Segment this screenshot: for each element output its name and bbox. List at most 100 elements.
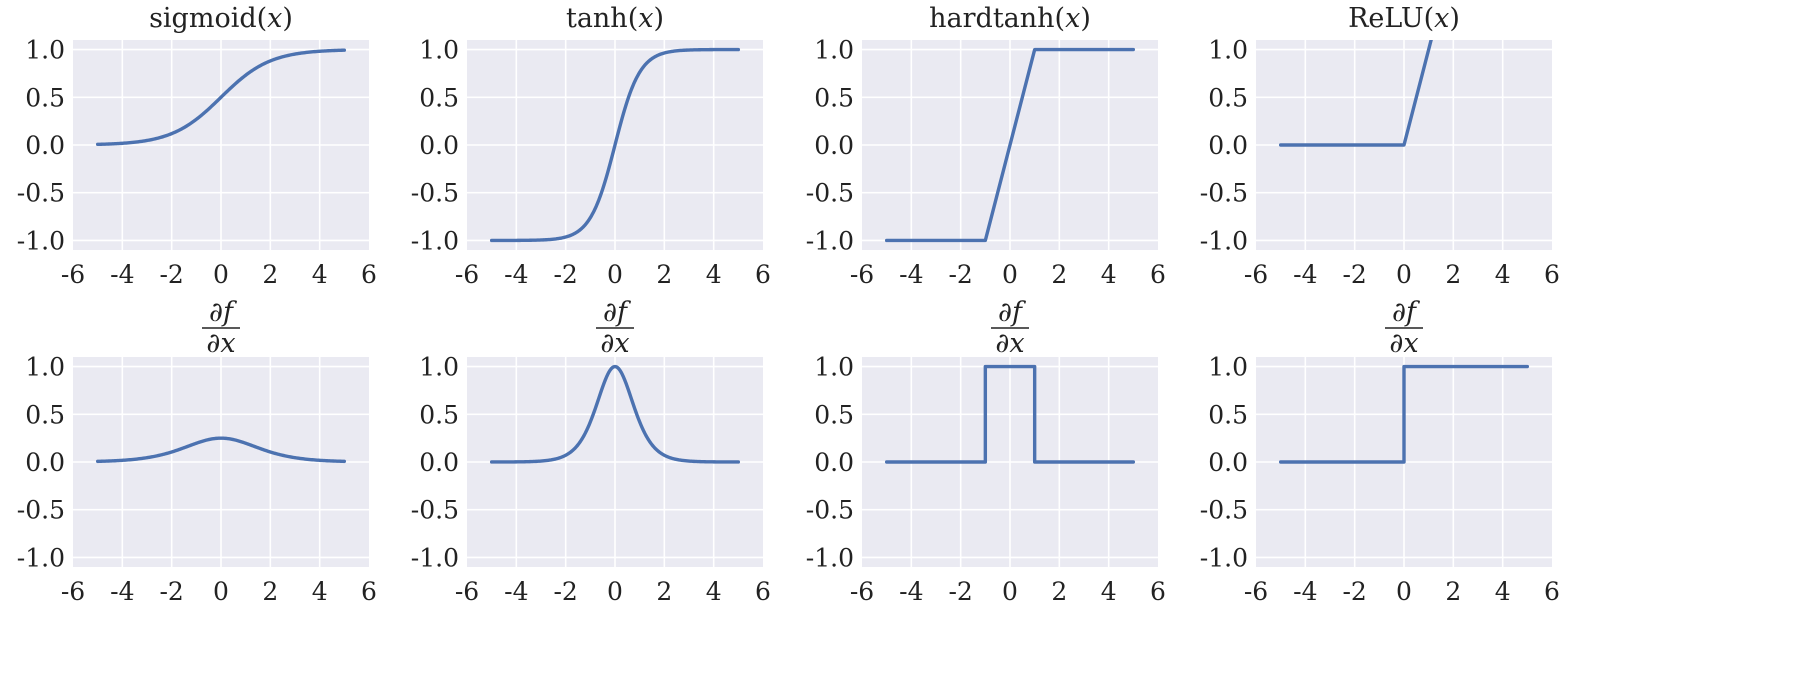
x-tick-label: -4 [110,260,134,289]
derivative-numerator: ∂f [209,297,237,328]
y-tick-label: -1.0 [411,543,459,572]
chart-panel-relu-derivative: -1.0 -0.5 0.0 0.5 1.0 -6 -4 -2 0 2 4 6 ∂f∂x [1200,297,1560,606]
y-tick-label: -1.0 [1200,226,1248,255]
series-line [95,436,347,464]
derivative-numerator: ∂f [603,297,631,328]
x-tick-label: -6 [1244,260,1268,289]
x-tick-label: 4 [706,260,722,289]
y-tick-label: -1.0 [806,226,854,255]
x-tick-label: 0 [607,577,623,606]
x-tick-label: -4 [110,577,134,606]
x-tick-label: 2 [1051,577,1067,606]
panel-title: hardtanh(x) [929,3,1091,34]
y-tick-label: 1.0 [1208,353,1248,382]
x-tick-label: 6 [1544,577,1560,606]
x-tick-label: 4 [1101,260,1117,289]
derivative-denominator: ∂x [1389,328,1418,359]
derivative-title: ∂f∂x [991,297,1029,359]
y-tick-label: -0.5 [411,496,459,525]
x-tick-label: 0 [1396,577,1412,606]
chart-panel-sigmoid-derivative: -1.0 -0.5 0.0 0.5 1.0 -6 -4 -2 0 2 4 6 ∂f∂x [17,297,377,606]
x-tick-label: -2 [159,577,183,606]
x-tick-label: -2 [948,577,972,606]
chart-panel-relu: -1.0 -0.5 0.0 0.5 1.0 -6 -4 -2 0 2 4 6 ReLU(x) [1200,3,1560,289]
x-tick-label: 2 [1445,577,1461,606]
y-tick-label: -0.5 [1200,179,1248,208]
y-tick-label: 0.5 [1208,83,1248,112]
y-tick-label: -0.5 [17,179,65,208]
y-tick-label: 0.5 [814,400,854,429]
y-tick-label: 0.0 [814,131,854,160]
x-tick-label: 4 [312,260,328,289]
y-tick-label: 0.5 [25,83,65,112]
y-tick-label: 1.0 [1208,36,1248,65]
x-tick-label: -6 [455,577,479,606]
y-tick-label: -1.0 [806,543,854,572]
panel-title: tanh(x) [566,3,664,34]
x-tick-label: 6 [1150,577,1166,606]
x-tick-label: 2 [1051,260,1067,289]
y-tick-label: -0.5 [1200,496,1248,525]
y-tick-label: -1.0 [17,543,65,572]
x-tick-label: -4 [1293,577,1317,606]
derivative-title: ∂f∂x [1385,297,1423,359]
x-tick-label: 0 [213,577,229,606]
x-tick-label: -4 [899,577,923,606]
x-tick-label: -4 [504,577,528,606]
x-tick-label: 0 [607,260,623,289]
x-tick-label: -2 [1342,577,1366,606]
x-tick-label: 0 [1002,260,1018,289]
y-tick-label: 0.0 [25,131,65,160]
chart-panel-sigmoid: -1.0 -0.5 0.0 0.5 1.0 -6 -4 -2 0 2 4 6 sigmoid(x) [17,3,377,289]
x-tick-label: 4 [1495,260,1511,289]
y-tick-label: -0.5 [806,496,854,525]
series-line [489,364,741,464]
x-tick-label: -2 [553,260,577,289]
y-tick-label: 0.0 [814,448,854,477]
y-tick-label: 0.5 [419,83,459,112]
x-tick-label: 2 [262,260,278,289]
x-tick-label: -2 [948,260,972,289]
x-tick-label: 0 [1396,260,1412,289]
x-tick-label: -2 [159,260,183,289]
chart-panel-hardtanh-derivative: -1.0 -0.5 0.0 0.5 1.0 -6 -4 -2 0 2 4 6 ∂f∂x [806,297,1166,606]
y-tick-label: 0.0 [1208,448,1248,477]
derivative-title: ∂f∂x [202,297,240,359]
y-tick-label: 1.0 [814,353,854,382]
y-tick-label: 0.0 [419,131,459,160]
x-tick-label: 6 [1150,260,1166,289]
series-line [884,47,1136,243]
series-line [884,364,1136,464]
x-tick-label: 6 [1544,260,1560,289]
x-tick-label: 4 [706,577,722,606]
y-tick-label: 1.0 [419,36,459,65]
derivative-numerator: ∂f [1392,297,1420,328]
x-tick-label: -6 [1244,577,1268,606]
y-tick-label: 0.0 [419,448,459,477]
y-tick-label: -1.0 [411,226,459,255]
chart-panel-tanh-derivative: -1.0 -0.5 0.0 0.5 1.0 -6 -4 -2 0 2 4 6 ∂f∂x [411,297,771,606]
x-tick-label: 6 [361,577,377,606]
y-tick-label: 0.0 [25,448,65,477]
x-tick-label: 2 [656,260,672,289]
x-tick-label: 6 [755,577,771,606]
series-line [95,48,347,147]
chart-panel-tanh: -1.0 -0.5 0.0 0.5 1.0 -6 -4 -2 0 2 4 6 tanh(x) [411,3,771,289]
series-line [489,47,741,243]
y-tick-label: 0.5 [25,400,65,429]
y-tick-label: -1.0 [1200,543,1248,572]
panel-title: sigmoid(x) [149,3,293,34]
derivative-title: ∂f∂x [596,297,634,359]
x-tick-label: 4 [1495,577,1511,606]
y-tick-label: -0.5 [17,496,65,525]
derivative-numerator: ∂f [998,297,1026,328]
y-tick-label: 1.0 [25,353,65,382]
x-tick-label: 4 [312,577,328,606]
derivative-denominator: ∂x [206,328,235,359]
x-tick-label: -4 [1293,260,1317,289]
chart-panel-hardtanh: -1.0 -0.5 0.0 0.5 1.0 -6 -4 -2 0 2 4 6 hardtanh(x) [806,3,1166,289]
y-tick-label: 1.0 [814,36,854,65]
x-tick-label: 6 [755,260,771,289]
y-tick-label: -0.5 [411,179,459,208]
y-tick-label: -1.0 [17,226,65,255]
